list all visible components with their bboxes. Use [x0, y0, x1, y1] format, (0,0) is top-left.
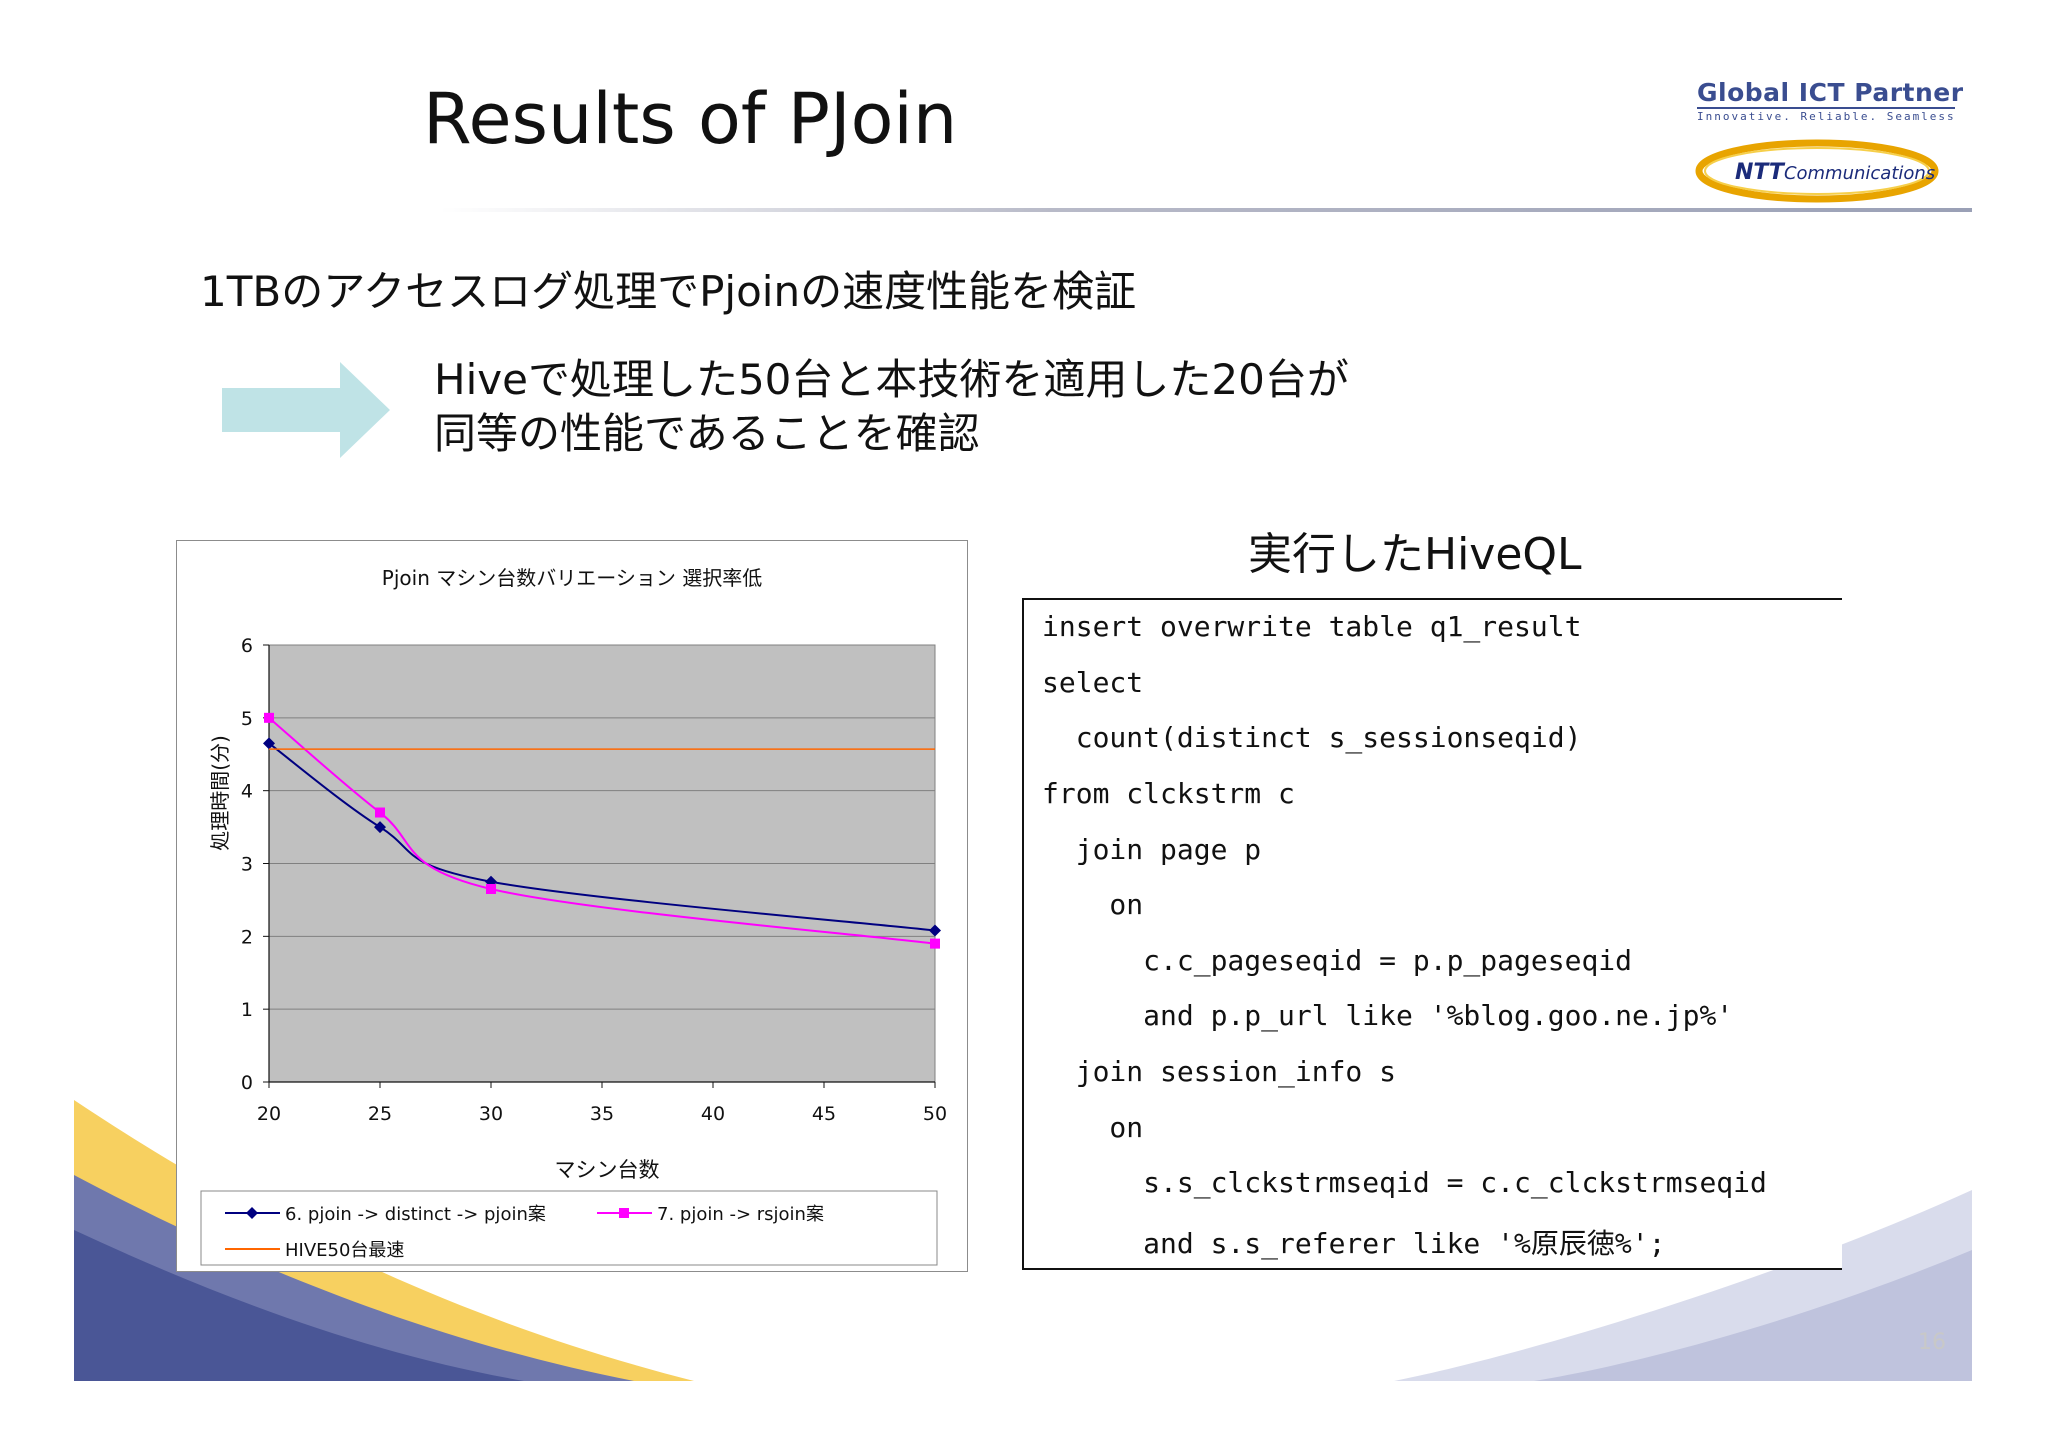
message-line-2: 同等の性能であることを確認 [434, 409, 980, 458]
y-tick-label: 6 [241, 635, 253, 657]
decorative-swoosh [74, 1100, 1972, 1381]
legend-label: 6. pjoin -> distinct -> pjoin案 [285, 1204, 546, 1225]
code-line: join session_info s [1042, 1055, 1397, 1088]
ntt-logo-ring-icon [1695, 139, 1939, 203]
y-tick-label: 2 [241, 926, 253, 948]
series-line [268, 742, 936, 932]
legend-label: HIVE50台最速 [285, 1240, 404, 1261]
data-point-square [375, 807, 385, 818]
legend-box [200, 1190, 938, 1266]
y-tick-label: 5 [241, 708, 253, 730]
legend: 6. pjoin -> distinct -> pjoin案 7. pjoin -… [225, 1204, 824, 1261]
code-line: and p.p_url like '%blog.goo.ne.jp%' [1042, 999, 1734, 1032]
message-line-1: Hiveで処理した50台と本技術を適用した20台が [434, 355, 1349, 404]
data-point-diamond [485, 875, 497, 888]
x-axis-ticks: 20 25 30 35 40 45 50 [257, 1081, 947, 1125]
code-line: insert overwrite table q1_result [1042, 610, 1582, 643]
x-tick-label: 40 [701, 1103, 725, 1125]
legend-label: 7. pjoin -> rsjoin案 [657, 1204, 824, 1225]
hiveql-title: 実行したHiveQL [1248, 529, 1582, 580]
y-axis-label: 処理時間(分) [208, 735, 232, 851]
y-tick-label: 3 [241, 854, 253, 876]
x-tick-label: 35 [590, 1103, 614, 1125]
y-axis-ticks: 0 1 2 3 4 5 6 [241, 635, 270, 1094]
x-tick-label: 25 [368, 1103, 392, 1125]
page-title: Results of PJoin [423, 78, 958, 160]
series-group [263, 712, 941, 949]
code-line: join page p [1042, 833, 1262, 866]
subtitle: 1TBのアクセスログ処理でPjoinの速度性能を検証 [200, 267, 1137, 316]
ntt-brand: NTT [1735, 160, 1784, 185]
series-line [268, 717, 936, 945]
data-point-square [486, 883, 496, 894]
ntt-communications-logo: NTTCommunications [1735, 160, 1935, 185]
data-point-square [930, 938, 940, 949]
y-tick-label: 0 [241, 1072, 253, 1094]
hiveql-code-block: insert overwrite table q1_result select … [1022, 598, 1842, 1270]
logo-underline [1697, 107, 1955, 109]
data-point-square [264, 712, 274, 723]
title-divider [440, 208, 1972, 212]
logo-tagline: Innovative. Reliable. Seamless [1697, 110, 1956, 123]
right-arrow-icon [222, 362, 390, 458]
y-tick-label: 1 [241, 999, 253, 1021]
data-point-diamond [374, 821, 386, 834]
code-line: on [1042, 1111, 1144, 1144]
code-line: c.c_pageseqid = p.p_pageseqid [1042, 944, 1633, 977]
code-line: s.s_clckstrmseqid = c.c_clckstrmseqid [1042, 1166, 1767, 1199]
code-line: on [1042, 888, 1144, 921]
gridlines [269, 717, 935, 1010]
page-number: 16 [1918, 1330, 1946, 1355]
x-axis-label: マシン台数 [555, 1158, 660, 1182]
x-tick-label: 20 [257, 1103, 281, 1125]
data-point-diamond [929, 924, 941, 937]
x-tick-label: 50 [923, 1103, 947, 1125]
legend-marker-diamond [246, 1207, 258, 1219]
code-line: select [1042, 666, 1144, 699]
conclusion-message: Hiveで処理した50台と本技術を適用した20台が 同等の性能であることを確認 [434, 353, 1349, 461]
x-tick-label: 45 [812, 1103, 836, 1125]
code-line: and s.s_referer like '%原辰徳%'; [1042, 1227, 1666, 1260]
data-point-diamond [263, 737, 275, 750]
ntt-suffix: Communications [1783, 163, 1936, 184]
chart-title: Pjoin マシン台数バリエーション 選択率低 [382, 566, 762, 590]
y-tick-label: 4 [241, 781, 253, 803]
legend-marker-square [619, 1208, 629, 1218]
logo-name: Global ICT Partner [1697, 78, 1964, 107]
code-line: from clckstrm c [1042, 777, 1295, 810]
x-tick-label: 30 [479, 1103, 503, 1125]
code-line: count(distinct s_sessionseqid) [1042, 721, 1582, 754]
